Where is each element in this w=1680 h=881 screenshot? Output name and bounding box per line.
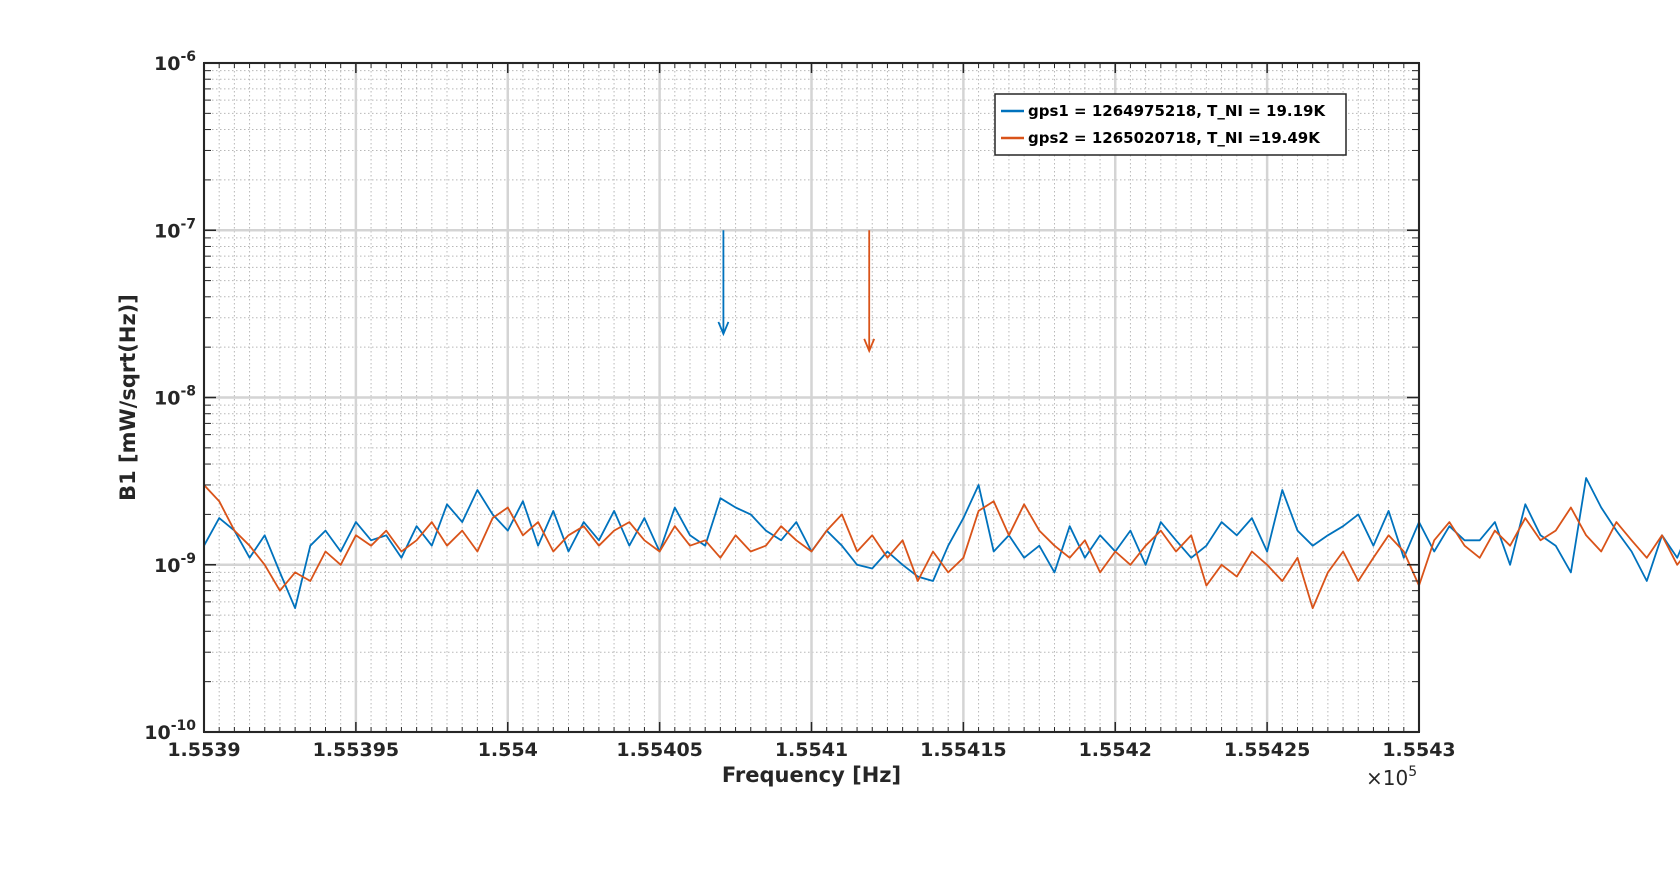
legend-entry-series-2: gps2 = 1265020718, T_NI =19.49K: [1028, 129, 1321, 147]
x-scale-exponent: 5: [1408, 764, 1417, 780]
x-tick-label: 1.5539: [167, 739, 240, 761]
x-tick-label: 1.55425: [1224, 739, 1311, 761]
x-axis-label: Frequency [Hz]: [722, 763, 901, 787]
legend-box: [994, 93, 1347, 156]
ticks-layer: 1.5539 1.55395 1.554 1.55405 1.5541 1.55415 1.…: [144, 49, 1455, 761]
y-axis-label: B1 [mW/sqrt(Hz)]: [116, 294, 140, 501]
y-tick-label: 10-9: [154, 551, 196, 577]
y-tick-label: 10-10: [144, 718, 196, 744]
x-scale-base: ×10: [1366, 766, 1408, 790]
x-tick-label: 1.554: [478, 739, 538, 761]
x-tick-label: 1.55415: [920, 739, 1007, 761]
legend: gps1 = 1264975218, T_NI = 19.19K gps2 = …: [994, 93, 1347, 156]
annotation-layer: [717, 230, 876, 354]
x-tick-label: 1.5543: [1382, 739, 1455, 761]
series-line-1: [203, 477, 1680, 610]
series-line-2: [203, 484, 1680, 610]
x-tick-label: 1.5541: [775, 739, 848, 761]
x-axis-scale-factor: ×105: [1366, 764, 1417, 790]
y-tick-label: 10-6: [154, 49, 196, 75]
series-layer: [203, 477, 1680, 610]
x-tick-label: 1.55395: [313, 739, 400, 761]
x-tick-label: 1.5542: [1079, 739, 1152, 761]
annotation-arrow-head-1: [717, 321, 730, 337]
legend-entry-series-1: gps1 = 1264975218, T_NI = 19.19K: [1028, 102, 1326, 120]
y-tick-label: 10-7: [154, 216, 196, 242]
y-tick-label: 10-8: [154, 384, 196, 410]
x-tick-label: 1.55405: [616, 739, 703, 761]
annotation-arrow-head-2: [863, 338, 876, 354]
grid-layer: [202, 61, 1421, 734]
